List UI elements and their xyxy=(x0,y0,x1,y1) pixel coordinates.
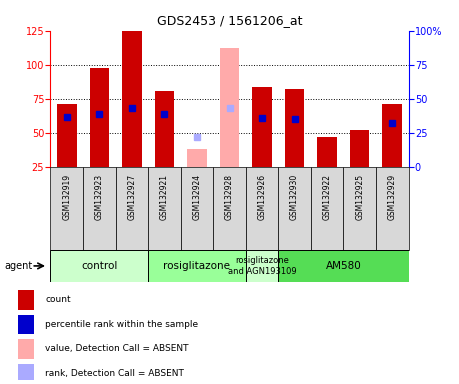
Bar xyxy=(317,137,337,167)
Bar xyxy=(148,250,246,282)
Text: GSM132923: GSM132923 xyxy=(95,174,104,220)
Bar xyxy=(18,314,34,334)
Text: GSM132925: GSM132925 xyxy=(355,174,364,220)
Bar xyxy=(376,167,409,250)
Bar xyxy=(213,167,246,250)
Text: GSM132930: GSM132930 xyxy=(290,174,299,220)
Text: AM580: AM580 xyxy=(325,261,361,271)
Bar xyxy=(311,167,343,250)
Text: GSM132924: GSM132924 xyxy=(192,174,202,220)
Bar xyxy=(278,250,409,282)
Bar xyxy=(246,167,278,250)
Bar xyxy=(252,87,272,167)
Text: GSM132927: GSM132927 xyxy=(127,174,136,220)
Bar xyxy=(83,167,116,250)
Text: GSM132929: GSM132929 xyxy=(388,174,397,220)
Text: GSM132921: GSM132921 xyxy=(160,174,169,220)
Text: rosiglitazone
and AGN193109: rosiglitazone and AGN193109 xyxy=(228,256,297,276)
Bar xyxy=(90,68,109,167)
Bar xyxy=(18,364,34,383)
Bar xyxy=(343,167,376,250)
Text: count: count xyxy=(45,295,71,305)
Bar xyxy=(18,290,34,310)
Bar xyxy=(350,130,369,167)
Bar xyxy=(155,91,174,167)
Text: control: control xyxy=(81,261,118,271)
Text: GDS2453 / 1561206_at: GDS2453 / 1561206_at xyxy=(157,14,302,27)
Bar xyxy=(246,250,278,282)
Text: GSM132919: GSM132919 xyxy=(62,174,71,220)
Bar xyxy=(50,167,83,250)
Bar xyxy=(57,104,77,167)
Bar xyxy=(382,104,402,167)
Text: agent: agent xyxy=(5,261,33,271)
Bar xyxy=(116,167,148,250)
Bar xyxy=(181,167,213,250)
Bar xyxy=(122,31,142,167)
Bar xyxy=(18,339,34,359)
Bar xyxy=(278,167,311,250)
Text: rosiglitazone: rosiglitazone xyxy=(163,261,230,271)
Text: rank, Detection Call = ABSENT: rank, Detection Call = ABSENT xyxy=(45,369,184,378)
Bar xyxy=(285,89,304,167)
Bar xyxy=(187,149,207,167)
Bar xyxy=(148,167,181,250)
Text: value, Detection Call = ABSENT: value, Detection Call = ABSENT xyxy=(45,344,189,353)
Text: GSM132926: GSM132926 xyxy=(257,174,267,220)
Text: GSM132922: GSM132922 xyxy=(323,174,332,220)
Bar xyxy=(50,250,148,282)
Bar xyxy=(220,48,239,167)
Text: GSM132928: GSM132928 xyxy=(225,174,234,220)
Text: percentile rank within the sample: percentile rank within the sample xyxy=(45,320,198,329)
